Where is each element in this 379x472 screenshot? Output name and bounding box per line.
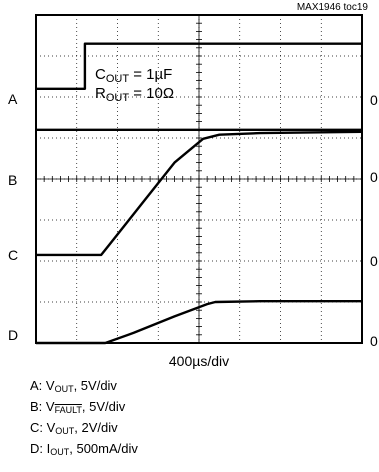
cout-symbol: C xyxy=(95,66,106,83)
channel-label-c: C xyxy=(8,247,18,263)
legend-a-suffix: , 5V/div xyxy=(73,378,117,393)
legend-d-prefix: D: I xyxy=(30,441,51,456)
channel-legend: A: VOUT, 5V/div B: VFAULT, 5V/div C: VOU… xyxy=(30,377,370,461)
legend-b-suffix: , 5V/div xyxy=(81,399,126,414)
legend-item-a: A: VOUT, 5V/div xyxy=(30,377,370,398)
zero-marker-b: 0 xyxy=(370,169,378,185)
legend-item-c: C: VOUT, 2V/div xyxy=(30,419,370,440)
trace-d xyxy=(36,300,362,345)
rout-value: = 10Ω xyxy=(129,85,174,102)
zero-marker-a: 0 xyxy=(370,92,378,108)
legend-c-prefix: C: V xyxy=(30,420,56,435)
legend-b-prefix: B: V xyxy=(30,399,55,414)
traces xyxy=(36,42,363,345)
legend-c-suffix: , 2V/div xyxy=(74,420,118,435)
channel-label-a: A xyxy=(8,91,18,107)
channel-label-d: D xyxy=(8,327,18,343)
trace-a xyxy=(36,42,362,91)
channel-label-b: B xyxy=(8,172,17,188)
legend-b-sub: FAULT xyxy=(54,405,82,415)
legend-a-prefix: A: V xyxy=(30,378,55,393)
rout-annotation: ROUT = 10Ω xyxy=(95,85,174,104)
x-axis-label: 400µs/div xyxy=(169,353,229,369)
legend-item-b: B: VFAULT, 5V/div xyxy=(30,398,370,419)
zero-marker-d: 0 xyxy=(370,333,378,349)
rout-subscript: OUT xyxy=(106,92,130,104)
trace-c xyxy=(36,130,363,257)
cout-subscript: OUT xyxy=(106,73,130,85)
legend-d-sub: OUT xyxy=(50,447,70,457)
legend-d-suffix: , 500mA/div xyxy=(69,441,138,456)
cout-annotation: COUT = 1µF xyxy=(95,66,172,85)
grid xyxy=(35,15,362,344)
legend-item-d: D: IOUT, 500mA/div xyxy=(30,440,370,461)
figure-id: MAX1946 toc19 xyxy=(297,2,369,13)
cout-value: = 1µF xyxy=(129,66,172,83)
legend-a-sub: OUT xyxy=(54,384,74,394)
legend-c-sub: OUT xyxy=(55,426,75,436)
rout-symbol: R xyxy=(95,85,106,102)
zero-marker-c: 0 xyxy=(370,253,378,269)
